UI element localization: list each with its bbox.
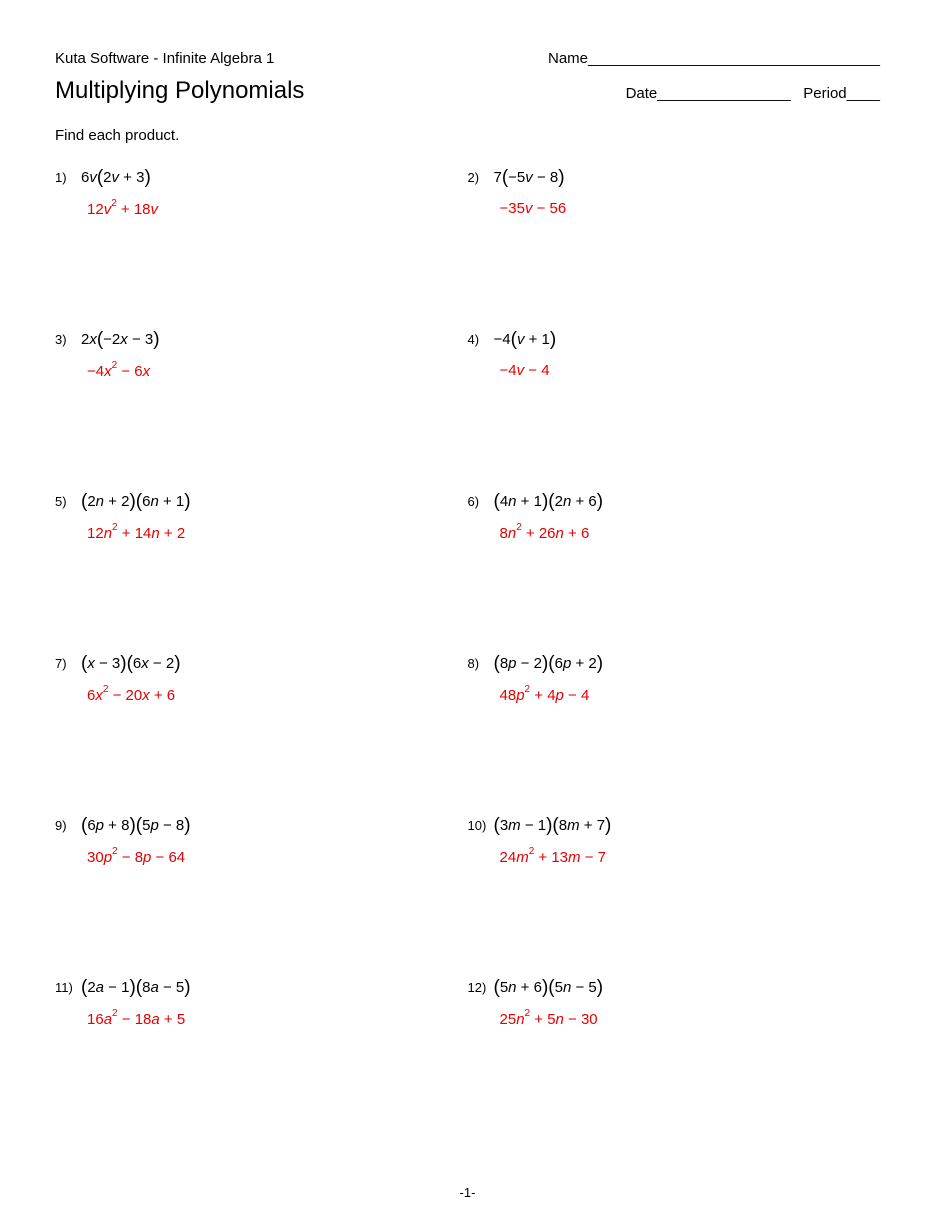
page-number: -1- — [0, 1185, 935, 1200]
problem-answer: −4v − 4 — [500, 362, 881, 379]
problem-answer: 24m2 + 13m − 7 — [500, 848, 881, 866]
problem-expression: (2a − 1)(8a − 5) — [81, 976, 191, 998]
problem-7: 7)(x − 3)(6x − 2) 6x2 − 20x + 6 — [55, 652, 468, 814]
date-field: Date________________ — [626, 85, 791, 102]
problem-answer: 6x2 − 20x + 6 — [87, 686, 468, 704]
problem-line: 1)6v(2v + 3) — [55, 166, 468, 188]
problem-expression: 2x(−2x − 3) — [81, 328, 160, 350]
problem-answer: 16a2 − 18a + 5 — [87, 1010, 468, 1028]
problem-number: 4) — [468, 332, 494, 347]
problem-answer: 8n2 + 26n + 6 — [500, 524, 881, 542]
problem-expression: (2n + 2)(6n + 1) — [81, 490, 191, 512]
problem-expression: −4(v + 1) — [494, 328, 557, 350]
problem-line: 11)(2a − 1)(8a − 5) — [55, 976, 468, 998]
name-field: Name___________________________________ — [548, 50, 880, 67]
problem-3: 3)2x(−2x − 3) −4x2 − 6x — [55, 328, 468, 490]
problem-line: 3)2x(−2x − 3) — [55, 328, 468, 350]
problem-answer: 12n2 + 14n + 2 — [87, 524, 468, 542]
period-field: Period____ — [803, 85, 880, 102]
problem-5: 5)(2n + 2)(6n + 1) 12n2 + 14n + 2 — [55, 490, 468, 652]
problem-6: 6)(4n + 1)(2n + 6) 8n2 + 26n + 6 — [468, 490, 881, 652]
problem-line: 2)7(−5v − 8) — [468, 166, 881, 188]
problem-number: 11) — [55, 980, 81, 995]
problem-11: 11)(2a − 1)(8a − 5) 16a2 − 18a + 5 — [55, 976, 468, 1138]
problem-number: 7) — [55, 656, 81, 671]
problem-line: 12)(5n + 6)(5n − 5) — [468, 976, 881, 998]
worksheet-title: Multiplying Polynomials — [55, 77, 304, 105]
problem-expression: 7(−5v − 8) — [494, 166, 565, 188]
problem-number: 2) — [468, 170, 494, 185]
problem-number: 9) — [55, 818, 81, 833]
problem-number: 12) — [468, 980, 494, 995]
problem-line: 10)(3m − 1)(8m + 7) — [468, 814, 881, 836]
problem-answer: 12v2 + 18v — [87, 200, 468, 218]
problem-answer: 48p2 + 4p − 4 — [500, 686, 881, 704]
problem-expression: (3m − 1)(8m + 7) — [494, 814, 612, 836]
problem-answer: −35v − 56 — [500, 200, 881, 217]
problem-2: 2)7(−5v − 8) −35v − 56 — [468, 166, 881, 328]
problem-expression: (6p + 8)(5p − 8) — [81, 814, 191, 836]
problem-number: 1) — [55, 170, 81, 185]
problem-line: 4)−4(v + 1) — [468, 328, 881, 350]
problem-answer: 30p2 − 8p − 64 — [87, 848, 468, 866]
problem-line: 8)(8p − 2)(6p + 2) — [468, 652, 881, 674]
problem-line: 6)(4n + 1)(2n + 6) — [468, 490, 881, 512]
instruction-text: Find each product. — [55, 127, 880, 144]
problem-expression: (5n + 6)(5n − 5) — [494, 976, 604, 998]
problem-answer: 25n2 + 5n − 30 — [500, 1010, 881, 1028]
problem-number: 6) — [468, 494, 494, 509]
problem-expression: (4n + 1)(2n + 6) — [494, 490, 604, 512]
problem-answer: −4x2 − 6x — [87, 362, 468, 380]
problem-1: 1)6v(2v + 3) 12v2 + 18v — [55, 166, 468, 328]
problem-number: 8) — [468, 656, 494, 671]
worksheet-page: Kuta Software - Infinite Algebra 1 Name_… — [0, 0, 935, 1210]
header-top-row: Kuta Software - Infinite Algebra 1 Name_… — [55, 50, 880, 67]
problem-expression: 6v(2v + 3) — [81, 166, 151, 188]
problem-number: 3) — [55, 332, 81, 347]
problem-line: 7)(x − 3)(6x − 2) — [55, 652, 468, 674]
problem-line: 5)(2n + 2)(6n + 1) — [55, 490, 468, 512]
problem-expression: (8p − 2)(6p + 2) — [494, 652, 604, 674]
date-period-fields: Date________________ Period____ — [626, 85, 880, 102]
problem-9: 9)(6p + 8)(5p − 8) 30p2 − 8p − 64 — [55, 814, 468, 976]
problem-4: 4)−4(v + 1) −4v − 4 — [468, 328, 881, 490]
problem-expression: (x − 3)(6x − 2) — [81, 652, 181, 674]
problem-number: 5) — [55, 494, 81, 509]
problem-number: 10) — [468, 818, 494, 833]
problems-grid: 1)6v(2v + 3) 12v2 + 18v2)7(−5v − 8) −35v −… — [55, 166, 880, 1138]
problem-10: 10)(3m − 1)(8m + 7) 24m2 + 13m − 7 — [468, 814, 881, 976]
problem-8: 8)(8p − 2)(6p + 2) 48p2 + 4p − 4 — [468, 652, 881, 814]
software-label: Kuta Software - Infinite Algebra 1 — [55, 50, 274, 67]
problem-12: 12)(5n + 6)(5n − 5) 25n2 + 5n − 30 — [468, 976, 881, 1138]
header-title-row: Multiplying Polynomials Date____________… — [55, 77, 880, 105]
problem-line: 9)(6p + 8)(5p − 8) — [55, 814, 468, 836]
